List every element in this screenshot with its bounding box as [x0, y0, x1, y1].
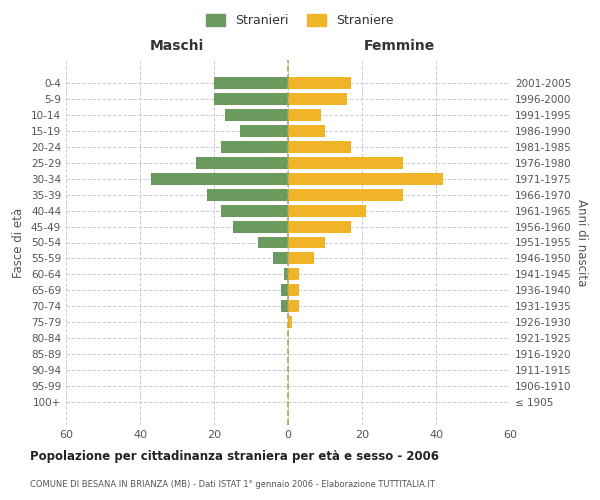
Bar: [288, 188, 403, 200]
Bar: [214, 92, 288, 104]
Y-axis label: Fasce di età: Fasce di età: [13, 208, 25, 278]
Y-axis label: Anni di nascita: Anni di nascita: [575, 199, 588, 286]
Bar: [284, 268, 288, 280]
Bar: [288, 284, 299, 296]
Bar: [288, 92, 347, 104]
Bar: [288, 172, 443, 184]
Bar: [225, 108, 288, 120]
Bar: [281, 284, 288, 296]
Bar: [233, 220, 288, 232]
Text: Popolazione per cittadinanza straniera per età e sesso - 2006: Popolazione per cittadinanza straniera p…: [30, 450, 439, 463]
Bar: [259, 236, 288, 248]
Bar: [288, 236, 325, 248]
Bar: [151, 172, 288, 184]
Bar: [288, 204, 366, 216]
Bar: [288, 76, 351, 88]
Text: Femmine: Femmine: [364, 38, 434, 52]
Bar: [288, 108, 322, 120]
Bar: [288, 220, 351, 232]
Bar: [288, 252, 314, 264]
Bar: [281, 300, 288, 312]
Text: COMUNE DI BESANA IN BRIANZA (MB) - Dati ISTAT 1° gennaio 2006 - Elaborazione TUT: COMUNE DI BESANA IN BRIANZA (MB) - Dati …: [30, 480, 435, 489]
Bar: [221, 140, 288, 152]
Bar: [288, 124, 325, 136]
Bar: [196, 156, 288, 168]
Text: Maschi: Maschi: [150, 38, 204, 52]
Bar: [221, 204, 288, 216]
Bar: [288, 140, 351, 152]
Bar: [288, 156, 403, 168]
Bar: [288, 300, 299, 312]
Bar: [206, 188, 288, 200]
Bar: [273, 252, 288, 264]
Bar: [240, 124, 288, 136]
Bar: [288, 316, 292, 328]
Bar: [214, 76, 288, 88]
Bar: [288, 268, 299, 280]
Legend: Stranieri, Straniere: Stranieri, Straniere: [202, 8, 398, 32]
